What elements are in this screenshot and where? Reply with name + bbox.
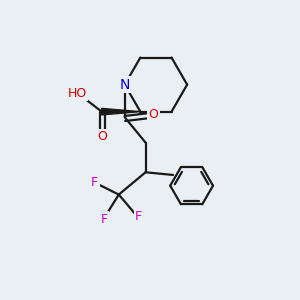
Polygon shape bbox=[102, 108, 140, 115]
Text: O: O bbox=[97, 130, 106, 143]
Text: O: O bbox=[148, 108, 158, 121]
Text: F: F bbox=[135, 210, 142, 224]
Text: HO: HO bbox=[68, 87, 87, 100]
Text: N: N bbox=[119, 78, 130, 92]
Text: F: F bbox=[91, 176, 98, 189]
Text: F: F bbox=[100, 213, 107, 226]
